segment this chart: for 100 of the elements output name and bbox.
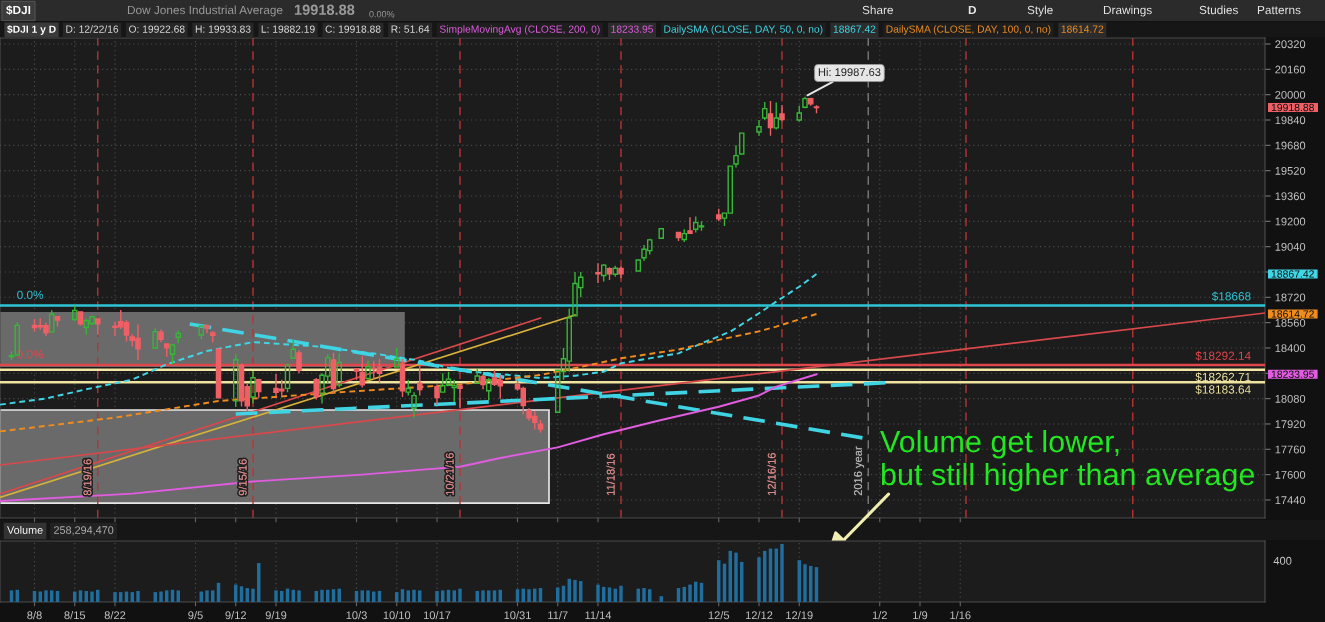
candlestick — [175, 329, 182, 344]
candlestick — [537, 419, 544, 434]
candlestick — [158, 328, 164, 343]
bar — [90, 591, 94, 602]
bar — [165, 590, 169, 602]
y-tick-label: 19040 — [1275, 242, 1306, 251]
x-tick-label: 12/5 — [708, 611, 730, 620]
text: 18867.42 — [1271, 270, 1314, 278]
y-tick-label: 19840 — [1275, 116, 1306, 125]
ref-line-label: $18183.64 — [1195, 384, 1251, 395]
candlestick — [813, 104, 820, 115]
candlestick — [359, 355, 366, 389]
x-tick-label: 11/14 — [585, 611, 612, 620]
bar — [274, 590, 278, 602]
candlestick — [595, 262, 601, 284]
candlestick — [675, 231, 682, 242]
text: 18233.95 — [611, 25, 654, 33]
y-tick-label: 17440 — [1275, 496, 1306, 505]
candlestick — [756, 119, 762, 137]
text: Studies — [1199, 5, 1238, 15]
candlestick — [393, 347, 400, 368]
bar — [211, 590, 215, 602]
x-tick-label: 8/15 — [64, 611, 86, 620]
bar — [320, 589, 324, 602]
y-tick-label: 19200 — [1275, 217, 1306, 226]
candlestick — [715, 207, 722, 223]
bar — [44, 590, 48, 602]
candlestick — [71, 304, 78, 322]
candlestick — [296, 349, 302, 374]
y-tick-label: 18720 — [1275, 293, 1306, 302]
text: 19918.88 — [1271, 103, 1314, 112]
text: 18614.72 — [1271, 310, 1314, 318]
text: R: 51.64 — [391, 25, 430, 33]
ref-line-label: $18262.71 — [1195, 372, 1251, 382]
ref-line-label: $18668 — [1211, 291, 1251, 302]
candlestick — [779, 104, 785, 123]
candlestick — [681, 228, 688, 243]
text: D — [968, 5, 977, 15]
ref-line-label: $18292.14 — [1195, 351, 1251, 361]
candlestick — [209, 330, 216, 344]
bar — [406, 590, 410, 602]
candlestick — [284, 363, 291, 393]
text: 400 — [1273, 556, 1292, 565]
y-tick-label: 18560 — [1275, 318, 1306, 327]
candlestick — [152, 327, 159, 349]
candlestick — [169, 344, 176, 366]
candlestick — [773, 101, 780, 131]
y-tick-label: 18080 — [1275, 394, 1306, 403]
ref-line-label: 2016 year — [854, 446, 865, 496]
bar — [9, 590, 14, 602]
bar — [688, 584, 692, 602]
ref-line-label: 10/21/16 — [445, 453, 454, 495]
x-tick-label: 9/19 — [265, 611, 287, 620]
bar — [527, 589, 531, 602]
x-tick-label: 8/8 — [27, 611, 42, 620]
bar — [435, 590, 439, 602]
bar — [607, 587, 612, 602]
text: Share — [862, 5, 893, 15]
candlestick — [658, 228, 665, 239]
chart-subtitle: $DJI 1 y D — [7, 25, 56, 35]
bar — [458, 588, 462, 602]
y-tick-label: 20000 — [1275, 90, 1306, 99]
candlestick — [733, 144, 739, 169]
candlestick — [290, 339, 297, 359]
y-tick-label: 20160 — [1275, 65, 1306, 74]
bar — [205, 590, 209, 602]
chart-title: Dow Jones Industrial Average — [127, 5, 283, 17]
candlestick — [761, 101, 768, 121]
text: 0.00% — [369, 11, 395, 18]
candlestick — [635, 258, 642, 272]
candlestick — [399, 358, 406, 398]
text: O: 19922.68 — [128, 25, 185, 33]
x-tick-label: 9/12 — [225, 611, 247, 620]
bar — [492, 590, 497, 602]
x-tick-label: 9/5 — [188, 611, 203, 620]
bar — [573, 579, 577, 602]
bar — [481, 590, 485, 602]
bar — [113, 592, 117, 602]
candlestick — [330, 352, 337, 395]
annotation: Hi: 19987.63 — [818, 67, 881, 77]
bar — [78, 590, 83, 602]
candlestick — [411, 391, 417, 419]
text: 19918.88 — [294, 4, 355, 15]
candlestick — [353, 367, 360, 381]
annotation: Volume get lower, but still higher than average — [880, 430, 1255, 492]
text: 18233.95 — [1271, 370, 1315, 378]
candlestick — [612, 264, 619, 278]
text: L: 19882.19 — [261, 25, 315, 33]
candlestick — [163, 342, 170, 358]
candlestick — [54, 315, 61, 328]
candlestick — [767, 100, 774, 137]
bar — [176, 590, 180, 602]
text: SimpleMovingAvg (CLOSE, 200, 0) — [439, 25, 600, 35]
line-series — [0, 313, 818, 433]
bar — [596, 584, 600, 602]
bar — [780, 543, 784, 602]
candlestick — [94, 318, 101, 336]
y-tick-label: 19520 — [1275, 166, 1306, 175]
y-tick-label: 17600 — [1275, 470, 1306, 479]
bar — [556, 587, 560, 602]
